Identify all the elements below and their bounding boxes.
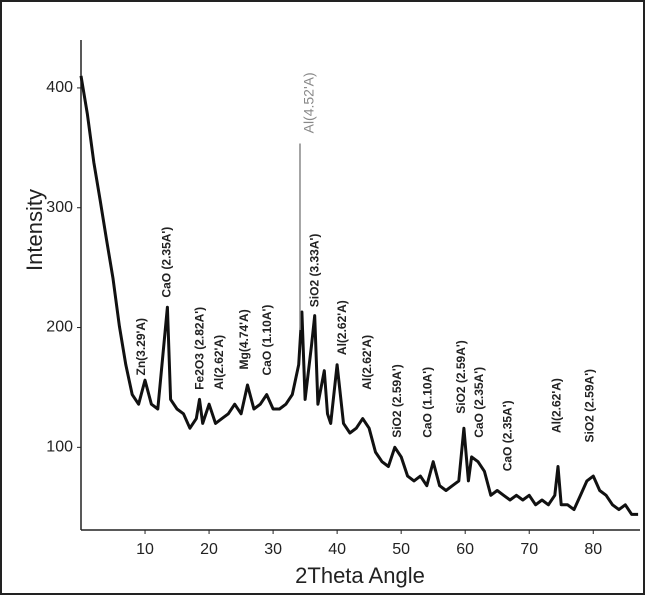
peak-label: Al(2.62'A) [212, 335, 226, 390]
peak-label: CaO (2.35A') [500, 400, 514, 471]
peak-label: Al(2.62'A) [550, 378, 564, 433]
y-tick-label: 100 [46, 439, 73, 456]
peak-label: SiO2 (2.59A') [582, 369, 596, 443]
peak-label: SiO2 (2.59A') [454, 340, 468, 414]
x-tick-label: 70 [520, 541, 538, 558]
x-tick-label: 30 [264, 541, 282, 558]
peak-label: SiO2 (3.33A') [308, 234, 322, 308]
x-tick-label: 60 [456, 541, 474, 558]
y-tick-label: 200 [46, 319, 73, 336]
y-axis-label: Intensity [22, 189, 47, 271]
x-tick-label: 40 [328, 541, 346, 558]
peak-label: Al(4.52'A) [301, 72, 317, 133]
x-tick-label: 50 [392, 541, 410, 558]
peak-label: Zn(3.29'A) [134, 318, 148, 376]
peak-label: CaO (1.10A') [420, 367, 434, 438]
peak-label: Fe2O3 (2.82A') [192, 307, 206, 390]
peak-label: Mg(4.74'A) [237, 309, 251, 369]
y-tick-label: 300 [46, 199, 73, 216]
x-tick-label: 10 [136, 541, 154, 558]
peak-label: Al(2.62'A) [335, 300, 349, 355]
peak-label: Al(2.62'A) [360, 335, 374, 390]
y-tick-label: 400 [46, 79, 73, 96]
x-axis-label: 2Theta Angle [295, 563, 425, 588]
peak-label: CaO (2.35A') [160, 227, 174, 298]
peak-label: CaO (2.35A') [472, 367, 486, 438]
peak-label: SiO2 (2.59A') [390, 364, 404, 438]
peak-label: CaO (1.10A') [260, 305, 274, 376]
x-tick-label: 20 [200, 541, 218, 558]
xrd-trace [79, 75, 639, 516]
x-tick-label: 80 [584, 541, 602, 558]
